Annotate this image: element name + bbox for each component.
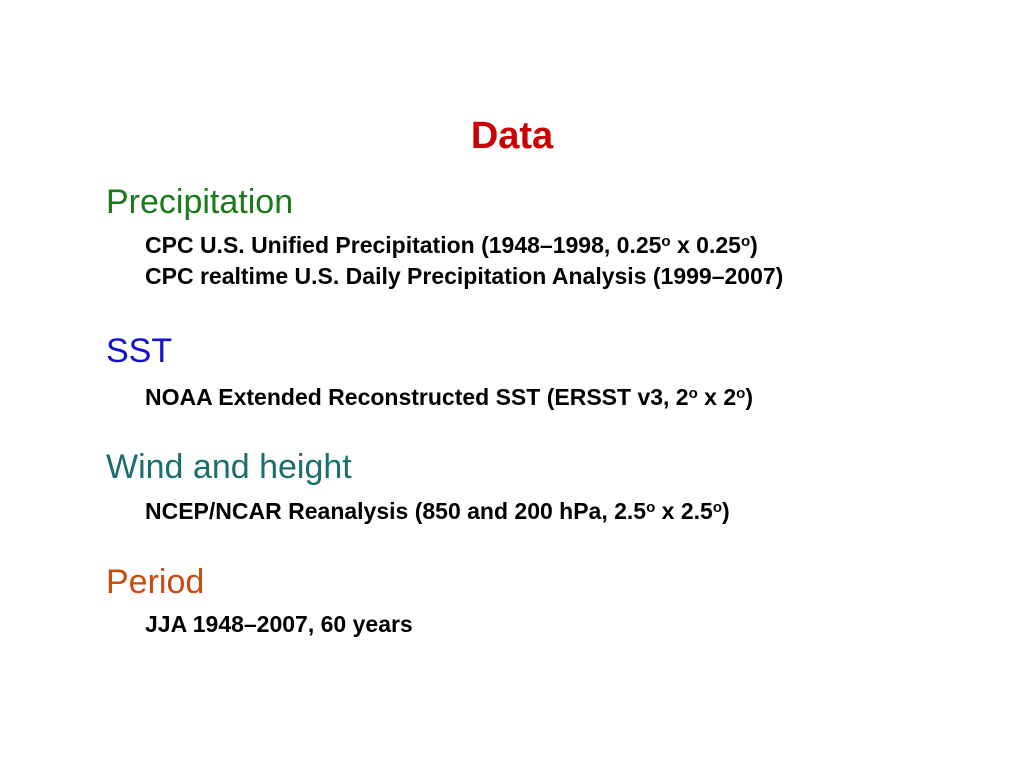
sst-item-1-text-b: x 2 bbox=[697, 384, 737, 410]
degree-symbol: o bbox=[646, 499, 656, 516]
wind-item-1-text-b: x 2.5 bbox=[655, 498, 713, 524]
sst-item-1-text-c: ) bbox=[745, 384, 753, 410]
wind-item-1-text-c: ) bbox=[722, 498, 730, 524]
wind-item-1: NCEP/NCAR Reanalysis (850 and 200 hPa, 2… bbox=[145, 493, 730, 526]
sst-item-1: NOAA Extended Reconstructed SST (ERSST v… bbox=[145, 379, 753, 412]
heading-precipitation: Precipitation bbox=[106, 183, 294, 221]
degree-symbol: o bbox=[661, 233, 671, 250]
degree-symbol: o bbox=[712, 499, 722, 516]
degree-symbol: o bbox=[740, 233, 751, 250]
slide-title: Data bbox=[470, 115, 554, 157]
precipitation-item-1-text-c: ) bbox=[750, 232, 758, 258]
heading-sst: SST bbox=[106, 332, 173, 370]
precipitation-item-2: CPC realtime U.S. Daily Precipitation An… bbox=[145, 263, 784, 289]
wind-item-1-text-a: NCEP/NCAR Reanalysis (850 and 200 hPa, 2… bbox=[145, 498, 647, 524]
heading-wind-and-height: Wind and height bbox=[106, 448, 352, 486]
sst-item-1-text-a: NOAA Extended Reconstructed SST (ERSST v… bbox=[145, 384, 689, 410]
period-item-1: JJA 1948–2007, 60 years bbox=[145, 611, 413, 637]
precipitation-item-1: CPC U.S. Unified Precipitation (1948–199… bbox=[145, 227, 758, 260]
heading-period: Period bbox=[106, 563, 205, 601]
precipitation-item-1-text-b: x 0.25 bbox=[670, 232, 741, 258]
precipitation-item-1-text-a: CPC U.S. Unified Precipitation (1948–199… bbox=[145, 232, 662, 258]
degree-symbol: o bbox=[688, 385, 698, 402]
degree-symbol: o bbox=[736, 385, 746, 402]
